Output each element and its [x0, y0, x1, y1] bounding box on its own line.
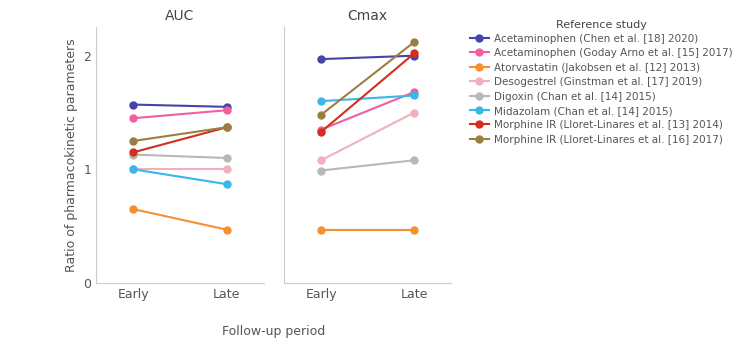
Title: Cmax: Cmax — [348, 9, 388, 23]
Text: Follow-up period: Follow-up period — [222, 325, 326, 338]
Legend: Acetaminophen (Chen et al. [18] 2020), Acetaminophen (Goday Arno et al. [15] 201: Acetaminophen (Chen et al. [18] 2020), A… — [470, 20, 733, 145]
Y-axis label: Ratio of pharmacokinetic parameters: Ratio of pharmacokinetic parameters — [65, 38, 78, 272]
Title: AUC: AUC — [165, 9, 195, 23]
